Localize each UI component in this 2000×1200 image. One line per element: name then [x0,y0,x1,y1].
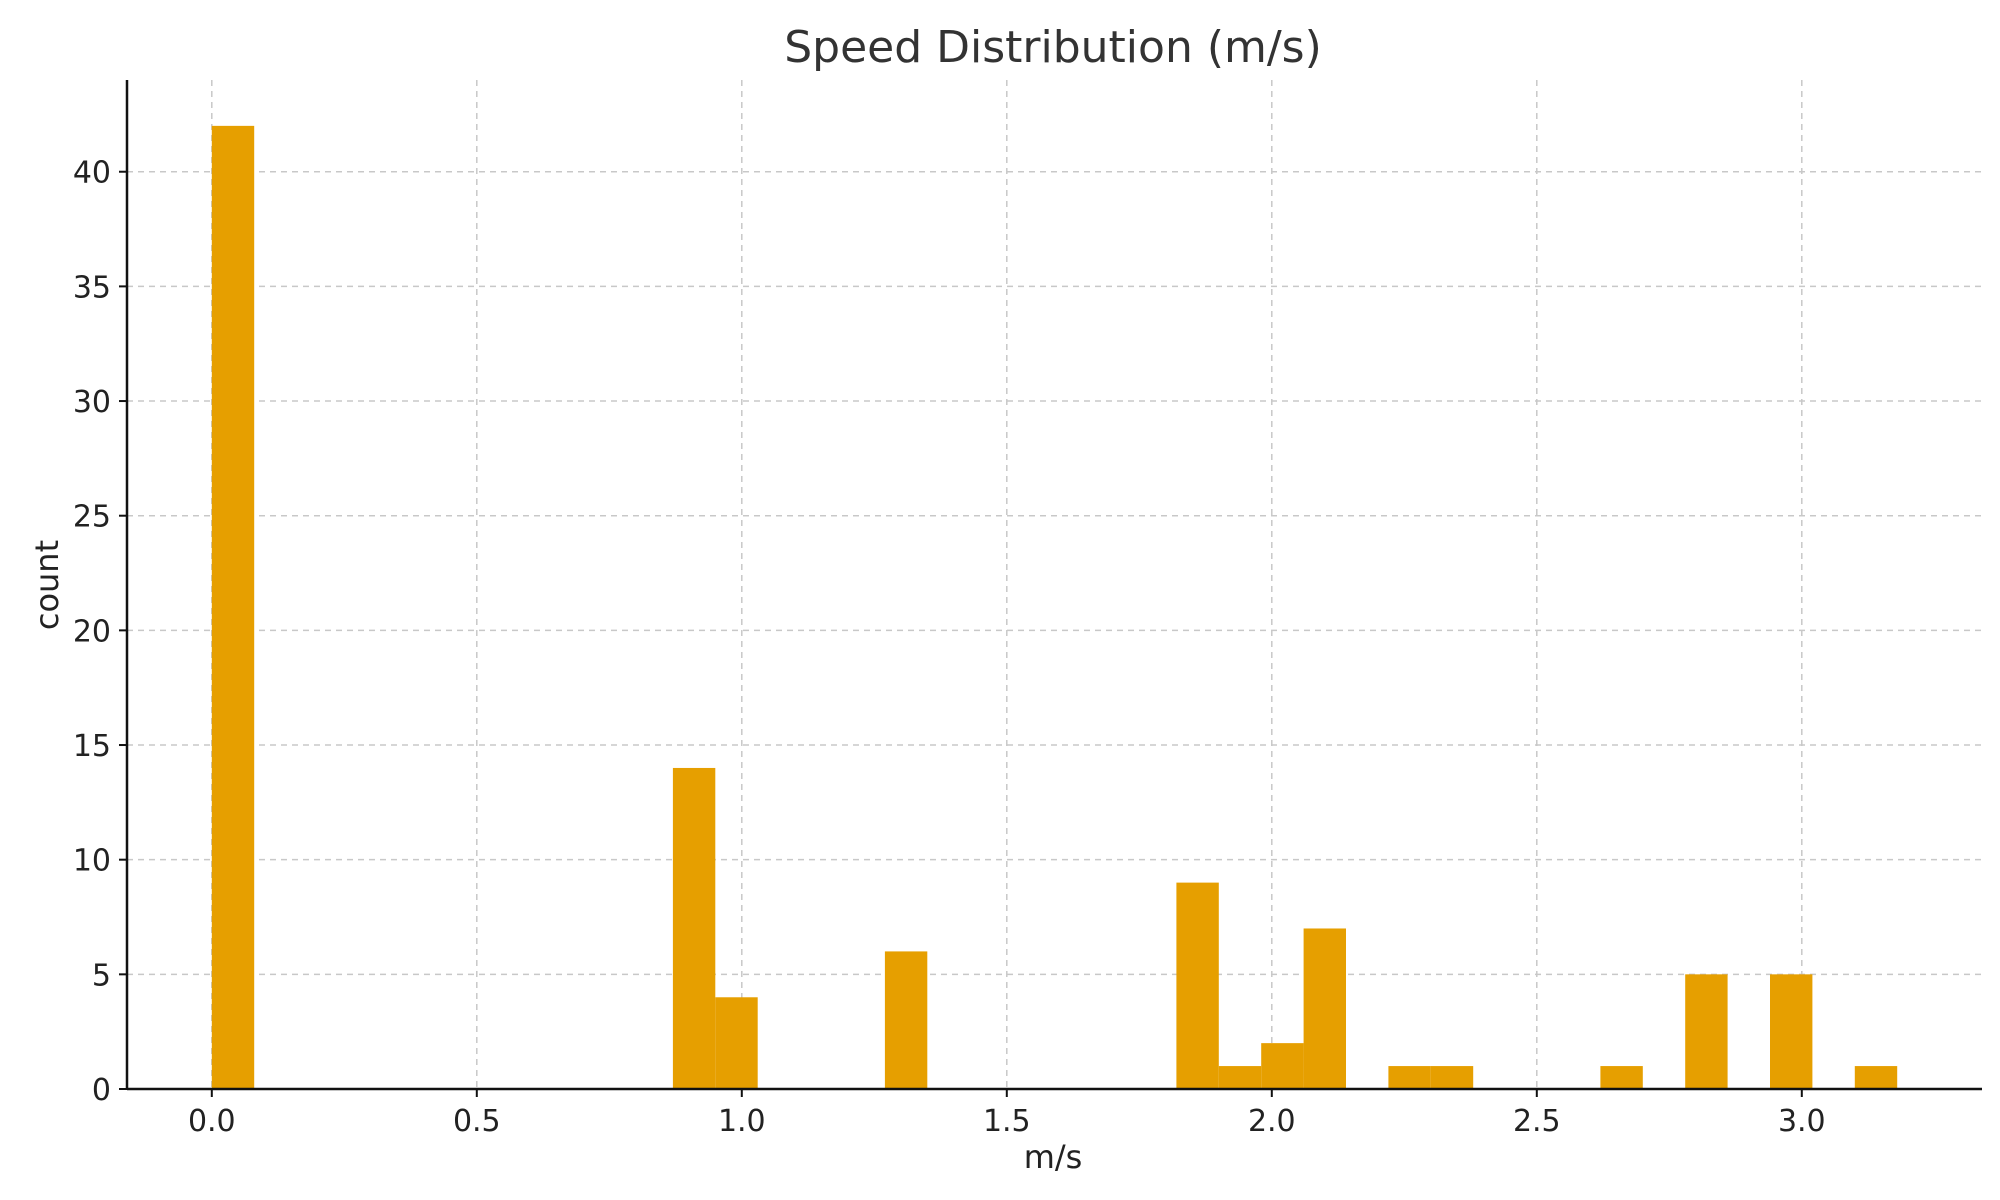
histogram-bar [1430,1066,1474,1089]
histogram-bar [672,767,716,1089]
grid-lines [127,80,1982,1090]
histogram-bar [1770,974,1813,1089]
histogram-bar [211,125,255,1089]
y-tick-label: 25 [73,500,111,535]
axes [125,80,1982,1091]
x-tick-label: 2.5 [1513,1104,1561,1139]
y-tick-label: 40 [73,156,111,191]
histogram-bar [1303,928,1346,1089]
histogram-bar [1261,1043,1304,1089]
x-tick-label: 2.0 [1248,1104,1296,1139]
histogram-bar [884,951,928,1089]
x-tick-label: 1.0 [718,1104,766,1139]
x-tick-label: 1.5 [983,1104,1031,1139]
x-tick-label: 0.0 [188,1104,236,1139]
y-tick-label: 30 [73,385,111,420]
y-tick-label: 5 [92,958,111,993]
x-axis-ticks: 0.0 0.5 1.0 1.5 2.0 2.5 3.0 [188,1089,1826,1139]
bars [211,125,1898,1089]
chart-title: Speed Distribution (m/s) [784,22,1322,73]
y-tick-label: 20 [73,614,111,649]
histogram-bar [1176,882,1219,1089]
y-axis-ticks: 0 5 10 15 20 25 30 35 40 [73,156,127,1108]
x-tick-label: 3.0 [1778,1104,1826,1139]
histogram-bar [715,997,758,1089]
x-axis-label: m/s [1024,1138,1083,1176]
histogram-bar [1388,1066,1431,1089]
histogram-bar [1854,1066,1898,1089]
y-tick-label: 10 [73,844,111,879]
x-tick-label: 0.5 [453,1104,501,1139]
y-tick-label: 0 [92,1073,111,1108]
histogram-bar [1600,1066,1643,1089]
histogram-bar [1218,1066,1262,1089]
histogram-bar [1685,974,1728,1089]
y-axis-label: count [28,540,66,630]
y-tick-label: 35 [73,270,111,305]
y-tick-label: 15 [73,729,111,764]
